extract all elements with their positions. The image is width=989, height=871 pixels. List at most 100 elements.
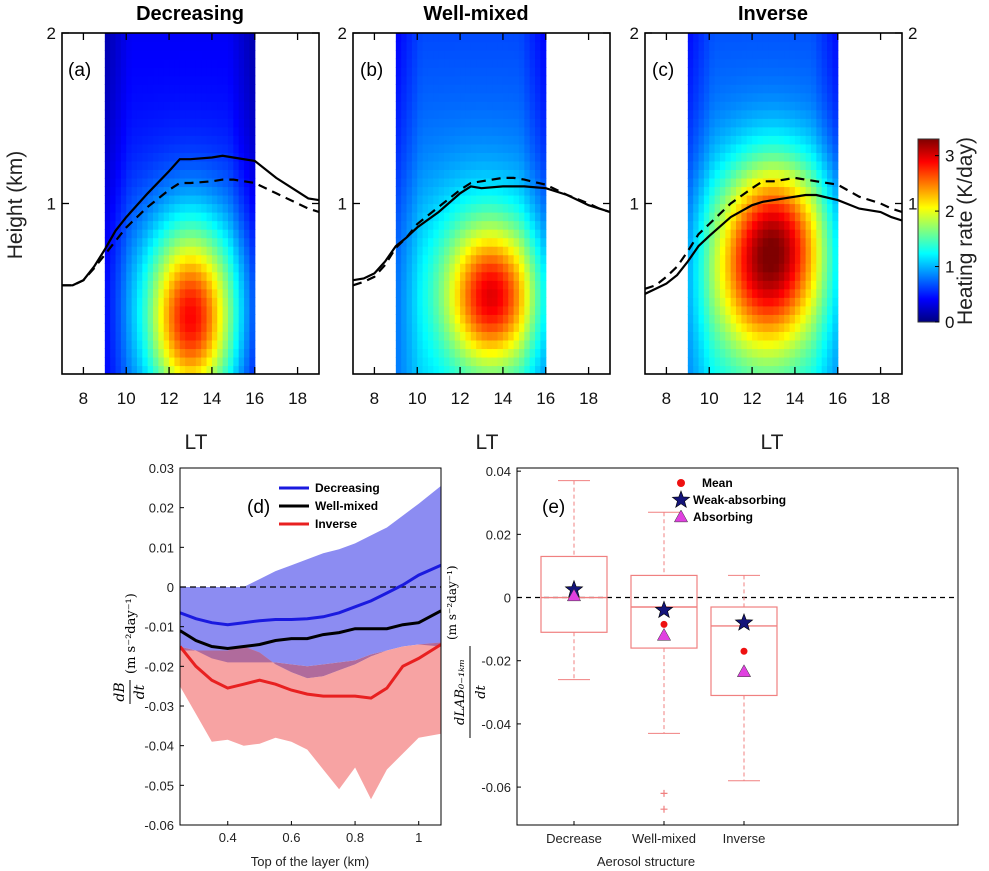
heatmap-cell [411,356,418,367]
heatmap-cell [417,288,424,298]
heatmap-cell [217,109,224,119]
heatmap-cell [800,339,807,350]
heatmap-cell [513,92,520,102]
heatmap-cell [535,280,541,290]
heatmap-cell [411,237,418,247]
heatmap-cell [827,331,833,341]
heatmap-cell [687,280,694,290]
heatmap-cell [201,280,208,290]
heatmap-cell [832,237,839,247]
heatmap-cell [762,314,769,324]
heatmap-cell [709,280,716,290]
heatmap-cell [190,246,197,256]
heatmap-cell [752,246,759,256]
heatmap-cell [195,288,202,298]
heatmap-cell [195,160,202,170]
heatmap-cell [401,356,408,367]
heatmap-cell [805,339,812,350]
heatmap-cell [395,101,402,111]
heatmap-cell [120,297,127,307]
heatmap-cell [757,271,764,281]
heatmap-cell [195,118,202,128]
heatmap-cell [741,169,748,179]
heatmap-cell [422,254,429,264]
heatmap-cell [687,84,694,94]
heatmap-b [395,33,547,374]
heatmap-cell [741,212,748,222]
heatmap-cell [805,194,812,205]
heatmap-cell [422,126,429,136]
boundary-lines-c [645,176,902,295]
heatmap-cell [222,365,229,374]
heatmap-cell [395,186,402,196]
legend-label-inverse: Inverse [315,517,357,531]
heatmap-cell [465,237,472,247]
heatmap-cell [454,84,461,94]
heatmap-cell [784,33,791,43]
heatmap-cell [698,135,705,145]
heatmap-cell [238,339,245,350]
heatmap-cell [401,84,408,94]
heatmap-cell [736,288,742,298]
heatmap-cell [179,271,186,281]
heatmap-cell [395,203,402,213]
heatmap-cell [227,186,234,196]
heatmap-cell [719,288,726,298]
heatmap-cell [741,263,748,273]
heatmap-cell [816,50,823,60]
heatmap-cell [126,288,133,298]
heatmap-cell [730,280,737,290]
heatmap-cell [827,194,833,205]
heatmap-cell [730,288,737,298]
heatmap-cell [115,212,122,222]
heatmap-cell [227,126,234,136]
heatmap-cell [741,229,748,239]
heatmap-cell [190,365,197,374]
heatmap-cell [190,314,197,324]
heatmap-cell [827,50,833,60]
heatmap-cell [497,229,504,239]
heatmap-cell [190,152,197,162]
boundary-line-solid [62,154,319,287]
heatmap-cell [736,33,742,43]
heatmap-cell [502,322,509,332]
heatmap-cell [470,169,477,179]
heatmap-cell [540,58,547,68]
heatmap-cell [719,212,726,222]
heatmap-cell [411,305,418,315]
heatmap-cell [158,237,165,247]
heatmap-cell [222,194,229,205]
heatmap-cell [104,177,111,188]
heatmap-cell [757,118,764,128]
heatmap-cell [465,212,472,222]
heatmap-cell [158,194,165,205]
heatmap-cell [827,169,833,179]
heatmap-cell [741,254,748,264]
heatmap-cell [190,356,197,367]
heatmap-cell [411,288,418,298]
heatmap-cell [687,339,694,350]
heatmap-cell [249,203,256,213]
heatmap-cell [454,160,461,170]
heatmap-cell [736,41,742,51]
heatmap-cell [227,297,234,307]
heatmap-cell [800,84,807,94]
heatmap-cell [709,322,716,332]
heatmap-cell [465,152,472,162]
heatmap-cell [518,50,525,60]
heatmap-cell [115,288,122,298]
heatmap-cell [513,101,520,111]
heatmap-cell [529,126,536,136]
heatmap-cell [222,109,229,119]
heatmap-cell [784,41,791,51]
heatmap-cell [513,271,520,281]
heatmap-cell [794,84,801,94]
heatmap-cell [115,50,122,60]
heatmap-cell [115,84,122,94]
heatmap-cell [832,41,839,51]
heatmap-cell [816,348,823,358]
heatmap-cell [233,246,240,256]
heatmap-cell [513,254,520,264]
heatmap-cell [481,75,488,85]
heatmap-cell [238,194,245,205]
